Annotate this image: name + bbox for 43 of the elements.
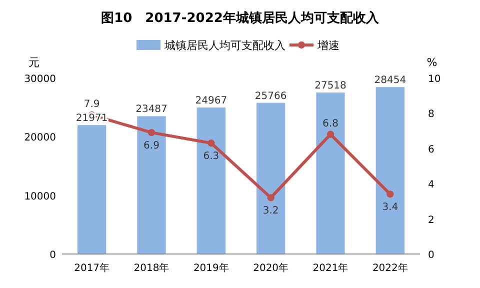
chart-title: 图10 2017-2022年城镇居民人均可支配收入 xyxy=(101,10,380,26)
bar xyxy=(316,92,345,254)
bar xyxy=(78,125,106,254)
x-tick-label: 2019年 xyxy=(193,262,229,274)
data-label: 3.2 xyxy=(262,206,279,217)
data-label: 25766 xyxy=(254,90,287,102)
bar xyxy=(137,116,166,254)
x-tick-label: 2022年 xyxy=(372,262,408,274)
y2-tick-label: 2 xyxy=(428,214,434,226)
y-tick-label: 20000 xyxy=(24,132,56,144)
y-axis-title: 元 xyxy=(28,56,40,69)
data-label: 6.3 xyxy=(203,151,220,162)
data-label: 28454 xyxy=(374,75,406,86)
point xyxy=(208,140,215,147)
data-label: 6.9 xyxy=(144,140,160,152)
y2-tick-label: 8 xyxy=(428,109,434,120)
legend-label: 增速 xyxy=(316,39,340,52)
x-tick-label: 2021年 xyxy=(312,262,348,274)
bar xyxy=(376,87,404,254)
data-label: 3.4 xyxy=(382,202,398,214)
y2-tick-label: 6 xyxy=(428,144,434,156)
y2-tick-label: 0 xyxy=(428,250,434,261)
data-label: 6.8 xyxy=(322,118,338,130)
data-label: 23487 xyxy=(136,104,168,116)
y2-axis-title: % xyxy=(426,56,438,69)
data-label: 24967 xyxy=(195,96,228,107)
x-tick-label: 2017年 xyxy=(74,262,110,274)
point xyxy=(326,130,334,138)
bar xyxy=(196,108,226,254)
point xyxy=(148,129,156,136)
x-tick-label: 2020年 xyxy=(253,262,289,274)
y2-tick-label: 10 xyxy=(428,74,441,85)
y-tick-label: 0 xyxy=(50,250,56,261)
point xyxy=(386,190,394,198)
y-tick-label: 10000 xyxy=(24,191,56,202)
data-label: 7.9 xyxy=(84,98,100,110)
data-label: 27518 xyxy=(314,80,346,92)
legend-label: 城镇居民人均可支配收入 xyxy=(164,39,286,52)
y2-tick-label: 4 xyxy=(428,180,434,191)
bar xyxy=(256,102,286,254)
point xyxy=(267,194,274,202)
x-tick-label: 2018年 xyxy=(134,262,170,274)
y-tick-label: 30000 xyxy=(24,74,56,85)
